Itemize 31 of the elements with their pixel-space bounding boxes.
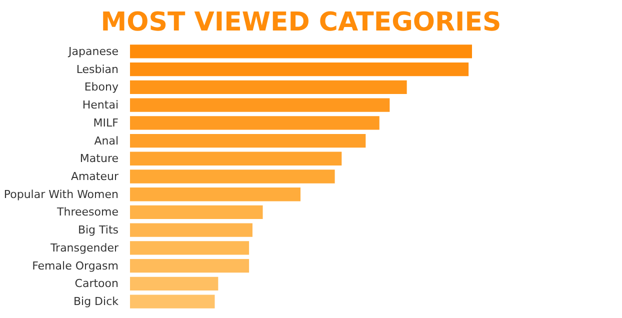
bar [130, 150, 343, 166]
bar [130, 204, 264, 220]
bar [130, 186, 302, 202]
bar [130, 115, 380, 131]
y-tick-label: Big Tits [78, 224, 119, 237]
bar [130, 97, 391, 113]
bar [130, 240, 250, 256]
y-tick-label: Japanese [68, 44, 119, 58]
bar [130, 132, 367, 149]
bar [130, 258, 250, 274]
y-tick-label: Lesbian [76, 62, 119, 76]
y-tick-label: Big Dick [73, 295, 120, 308]
y-tick-label: Amateur [70, 170, 119, 183]
y-tick-label: Female Orgasm [32, 259, 119, 272]
bar [130, 276, 220, 292]
y-tick-label: Hentai [82, 98, 119, 112]
bar [130, 44, 472, 60]
bar [130, 61, 470, 78]
y-tick-label: Anal [94, 134, 119, 148]
bar [130, 168, 336, 184]
bar [130, 294, 216, 310]
y-tick-label: Transgender [49, 241, 119, 254]
y-tick-label: Threesome [56, 206, 119, 219]
bar [130, 79, 408, 95]
bar [130, 222, 254, 238]
y-tick-label: MILF [93, 116, 119, 130]
chart-title: MOST VIEWED CATEGORIES [100, 8, 502, 38]
y-tick-label: Cartoon [74, 277, 119, 290]
y-tick-label: Mature [80, 152, 119, 166]
y-tick-label: Ebony [84, 80, 119, 94]
y-tick-label: Popular With Women [4, 188, 119, 201]
